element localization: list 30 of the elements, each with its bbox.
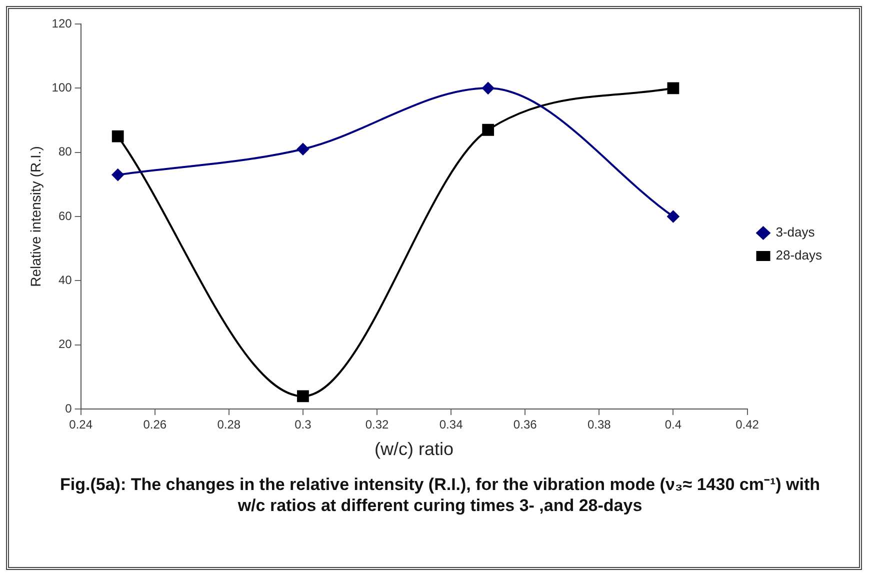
x-tick-label: 0.36 xyxy=(513,418,538,432)
point xyxy=(482,124,494,136)
legend-label: 3-days xyxy=(776,224,816,240)
y-tick-label: 60 xyxy=(58,208,72,223)
y-tick-label: 20 xyxy=(58,337,72,352)
y-tick-label: 100 xyxy=(52,80,72,94)
x-tick-label: 0.3 xyxy=(294,418,312,432)
x-tick-label: 0.42 xyxy=(736,418,760,432)
text: Fig.(5a): The changes in the relative intensity (R.I.), for the vibration mode (ν₃≈ 1430 cm⁻¹) with w/c ratios at different curing times 3- ,and 28-days xyxy=(60,474,820,516)
point xyxy=(296,143,309,156)
y-tick-label: 120 xyxy=(52,16,72,30)
x-tick-label: 0.26 xyxy=(143,418,167,432)
y-tick-label: 80 xyxy=(58,144,72,159)
x-tick-label: 0.34 xyxy=(439,418,464,432)
point xyxy=(667,82,680,94)
x-tick-label: 0.24 xyxy=(69,418,93,432)
point xyxy=(297,390,309,402)
point xyxy=(112,168,124,181)
y-tick-label: 40 xyxy=(58,272,72,287)
x-tick-label: 0.38 xyxy=(587,418,612,432)
point xyxy=(667,210,680,222)
point xyxy=(482,82,494,94)
x-tick-label: 0.28 xyxy=(217,418,241,432)
x-tick-label: 0.4 xyxy=(664,418,682,432)
legend-label: 28-days xyxy=(776,248,822,263)
y-axis-title: Relative intensity (R.I.) xyxy=(27,146,44,287)
point xyxy=(112,130,124,142)
x-axis-title: (w/c) ratio xyxy=(374,439,454,460)
x-tick-label: 0.32 xyxy=(365,418,390,432)
y-tick-label: 0 xyxy=(65,401,72,416)
